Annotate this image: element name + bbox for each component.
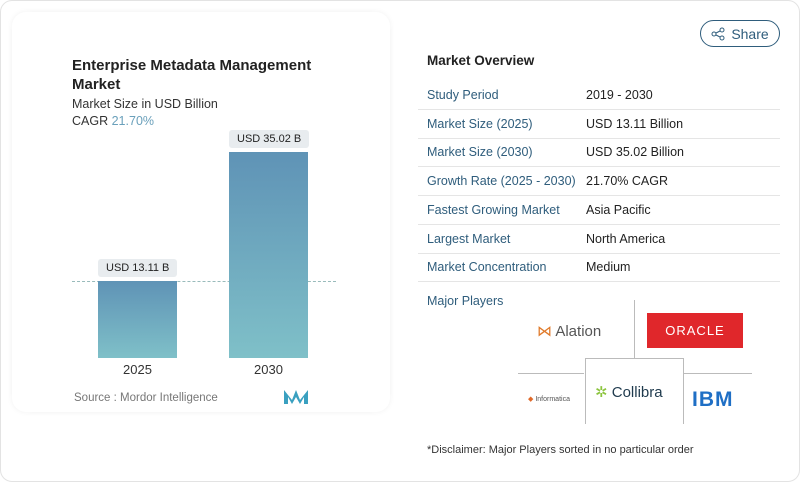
row-value: Medium <box>586 260 631 275</box>
row-value: Asia Pacific <box>586 202 651 217</box>
overview-row: Market Size (2030) USD 35.02 Billion <box>418 138 780 168</box>
row-key: Market Size (2025) <box>427 116 533 131</box>
player-oracle: ORACLE <box>647 313 743 348</box>
share-button[interactable]: Share <box>700 20 780 47</box>
row-key: Growth Rate (2025 - 2030) <box>427 174 576 189</box>
overview-row: Market Concentration Medium <box>418 253 780 283</box>
chart-subtitle: Market Size in USD Billion <box>72 97 218 111</box>
data-label: USD 35.02 B <box>229 130 310 148</box>
source: Source : Mordor Intelligence <box>74 392 218 404</box>
player-collibra: ✲ Collibra <box>595 384 663 401</box>
cagr: CAGR 21.70% <box>72 114 154 128</box>
chart-title: Enterprise Metadata Management Market <box>72 57 312 93</box>
chart-card <box>12 12 390 412</box>
overview-row: Market Size (2025) USD 13.11 Billion <box>418 110 780 139</box>
divider <box>634 300 635 358</box>
share-icon <box>711 27 725 40</box>
data-label: USD 13.11 B <box>98 258 178 277</box>
row-value: 2019 - 2030 <box>586 88 653 102</box>
cagr-label: CAGR <box>72 114 109 128</box>
disclaimer: *Disclaimer: Major Players sorted in no … <box>427 444 694 456</box>
cagr-value: 21.70% <box>111 114 155 128</box>
bar-2030 <box>229 152 308 358</box>
row-value: USD 35.02 Billion <box>586 145 684 160</box>
player-ibm: IBM <box>692 388 734 411</box>
major-players-title: Major Players <box>427 294 504 308</box>
row-key: Market Concentration <box>427 260 547 275</box>
player-alation: ⋈ Alation <box>537 323 602 340</box>
x-tick-label: 2025 <box>123 362 152 377</box>
overview-row: Fastest Growing Market Asia Pacific <box>418 196 780 225</box>
reference-line <box>72 281 336 282</box>
row-value: USD 13.11 Billion <box>586 116 684 131</box>
overview-row: Growth Rate (2025 - 2030) 21.70% CAGR <box>418 167 780 197</box>
x-tick-label: 2030 <box>254 362 283 377</box>
row-value: 21.70% CAGR <box>586 174 668 189</box>
overview-title: Market Overview <box>427 53 535 68</box>
row-key: Fastest Growing Market <box>427 202 560 217</box>
share-label: Share <box>731 25 769 42</box>
row-key: Study Period <box>427 88 499 102</box>
mordor-logo-icon <box>284 390 308 404</box>
player-informatica: ◆ Informatica <box>528 396 570 403</box>
row-key: Largest Market <box>427 231 511 246</box>
divider <box>684 373 752 374</box>
overview-row: Largest Market North America <box>418 225 780 254</box>
collibra-box <box>585 358 684 424</box>
row-value: North America <box>586 231 666 246</box>
overview-row: Study Period 2019 - 2030 <box>418 81 780 110</box>
row-key: Market Size (2030) <box>427 145 533 160</box>
bar-2025 <box>98 280 177 358</box>
divider <box>518 373 584 374</box>
